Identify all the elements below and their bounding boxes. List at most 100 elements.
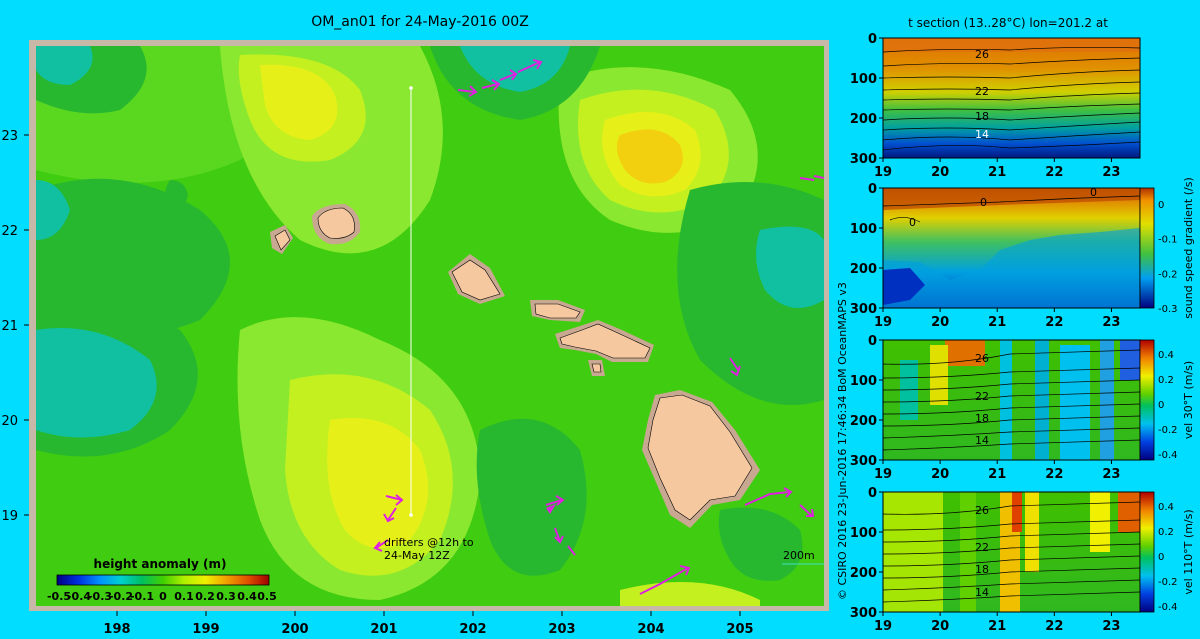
section-title: t section (13..28°C) lon=201.2 at: [908, 16, 1108, 30]
colorbar-tick: 0.5: [257, 590, 277, 603]
temperature-section-panel: [882, 37, 1141, 159]
section-x-tick: 20: [931, 467, 949, 482]
hawaiian-islands: [270, 204, 760, 528]
contour-label: 26: [975, 352, 989, 365]
height-anomaly-map: [36, 46, 824, 606]
velocity-30-colorbar: [1139, 339, 1155, 461]
x-tick: 203: [548, 622, 575, 637]
drifters-label-time: 24-May 12Z: [384, 549, 450, 562]
contour-label: 0: [909, 216, 916, 229]
colorbar-unit-label: vel 30°T (m/s): [1182, 361, 1195, 439]
sound-speed-section-panel: [882, 187, 1141, 309]
colorbar-tick: 0: [1158, 400, 1164, 411]
colorbar-tick: -0.4: [67, 590, 91, 603]
colorbar-tick: -0.2: [1158, 425, 1178, 436]
sound-speed-colorbar: [1139, 187, 1155, 309]
colorbar-tick: -0.5: [47, 590, 71, 603]
velocity-110-section-panel: [882, 491, 1141, 613]
y-tick: 20: [1, 414, 18, 429]
colorbar-tick: 0: [159, 590, 167, 603]
x-tick: 201: [370, 622, 397, 637]
section-y-tick: 100: [850, 374, 877, 389]
section-x-tick: 22: [1045, 619, 1063, 634]
x-tick: 199: [192, 622, 219, 637]
section-y-tick: 300: [850, 454, 877, 469]
contour-label: 18: [975, 110, 989, 123]
colorbar-tick: 0.2: [195, 590, 215, 603]
section-x-tick: 21: [988, 165, 1006, 180]
section-x-tick: 20: [931, 315, 949, 330]
section-y-tick: 0: [868, 334, 877, 349]
contour-label: 14: [975, 586, 989, 599]
colorbar-tick: 0: [1158, 200, 1164, 211]
colorbar-unit-label: vel 110°T (m/s): [1182, 509, 1195, 594]
section-y-tick: 0: [868, 182, 877, 197]
colorbar-tick: 0.4: [1158, 502, 1174, 513]
colorbar-ticks: -0.5 -0.4 -0.3 -0.2 -0.1 0 0.1 0.2 0.3 0…: [47, 590, 277, 603]
section-x-tick: 21: [988, 619, 1006, 634]
x-tick: 202: [459, 622, 486, 637]
map-x-ticks: 198 199 200 201 202 203 204 205: [103, 622, 753, 637]
section-x-tick: 19: [874, 467, 892, 482]
section-y-tick: 200: [850, 262, 877, 277]
section-x-tick: 23: [1102, 315, 1120, 330]
section-y-tick: 0: [868, 486, 877, 501]
section-y-tick: 300: [850, 152, 877, 167]
section-x-tick: 22: [1045, 467, 1063, 482]
contour-label: 18: [975, 412, 989, 425]
section-y-tick: 200: [850, 414, 877, 429]
colorbar-tick: 0.2: [1158, 375, 1174, 386]
colorbar-title: height anomaly (m): [94, 557, 227, 571]
section-x-tick: 22: [1045, 165, 1063, 180]
section-y-tick: 100: [850, 222, 877, 237]
contour-label: 0: [1090, 186, 1097, 199]
colorbar-tick: 0.4: [1158, 350, 1174, 361]
contour-label: 14: [975, 128, 989, 141]
y-tick: 19: [1, 509, 18, 524]
colorbar-tick: 0.3: [216, 590, 236, 603]
section-y-tick: 200: [850, 566, 877, 581]
section-x-tick: 21: [988, 467, 1006, 482]
contour-label: 26: [975, 504, 989, 517]
contour-label: 22: [975, 541, 989, 554]
velocity-30-section-panel: [882, 339, 1141, 461]
x-tick: 198: [103, 622, 130, 637]
section-x-tick: 19: [874, 165, 892, 180]
section-x-tick: 22: [1045, 315, 1063, 330]
section-y-tick: 200: [850, 112, 877, 127]
section-y-tick: 300: [850, 302, 877, 317]
y-tick: 23: [1, 129, 18, 144]
colorbar-tick: 0.2: [1158, 527, 1174, 538]
section-y-tick: 300: [850, 606, 877, 621]
section-y-tick: 0: [868, 32, 877, 47]
map-title: OM_an01 for 24-May-2016 00Z: [311, 14, 529, 30]
contour-label: 18: [975, 563, 989, 576]
colorbar: [56, 574, 270, 586]
y-tick: 22: [1, 224, 18, 239]
depth-contour-label: 200m: [783, 549, 815, 562]
map-y-ticks: 23 22 21 20 19: [1, 129, 18, 524]
drifters-label: drifters @12h to: [384, 536, 474, 549]
contour-label: 26: [975, 48, 989, 61]
colorbar-unit-label: sound speed gradient (/s): [1182, 177, 1195, 318]
contour-label: 14: [975, 434, 989, 447]
credit-text: © CSIRO 2016 23-Jun-2016 17:46:34 BoM Oc…: [836, 282, 849, 600]
colorbar-tick: -0.4: [1158, 602, 1178, 613]
section-x-tick: 20: [931, 165, 949, 180]
colorbar-tick: -0.1: [1158, 235, 1178, 246]
colorbar-tick: 0.1: [174, 590, 194, 603]
colorbar-tick: 0.4: [237, 590, 257, 603]
x-tick: 205: [726, 622, 753, 637]
section-y-tick: 100: [850, 526, 877, 541]
colorbar-tick: -0.2: [1158, 269, 1178, 280]
section-y-tick: 100: [850, 72, 877, 87]
section-x-tick: 21: [988, 315, 1006, 330]
contour-label: 22: [975, 85, 989, 98]
drifter-arrows: [373, 59, 824, 595]
colorbar-tick: -0.3: [1158, 304, 1178, 315]
y-tick: 21: [1, 319, 18, 334]
colorbar-tick: -0.4: [1158, 450, 1178, 461]
section-x-tick: 23: [1102, 619, 1120, 634]
